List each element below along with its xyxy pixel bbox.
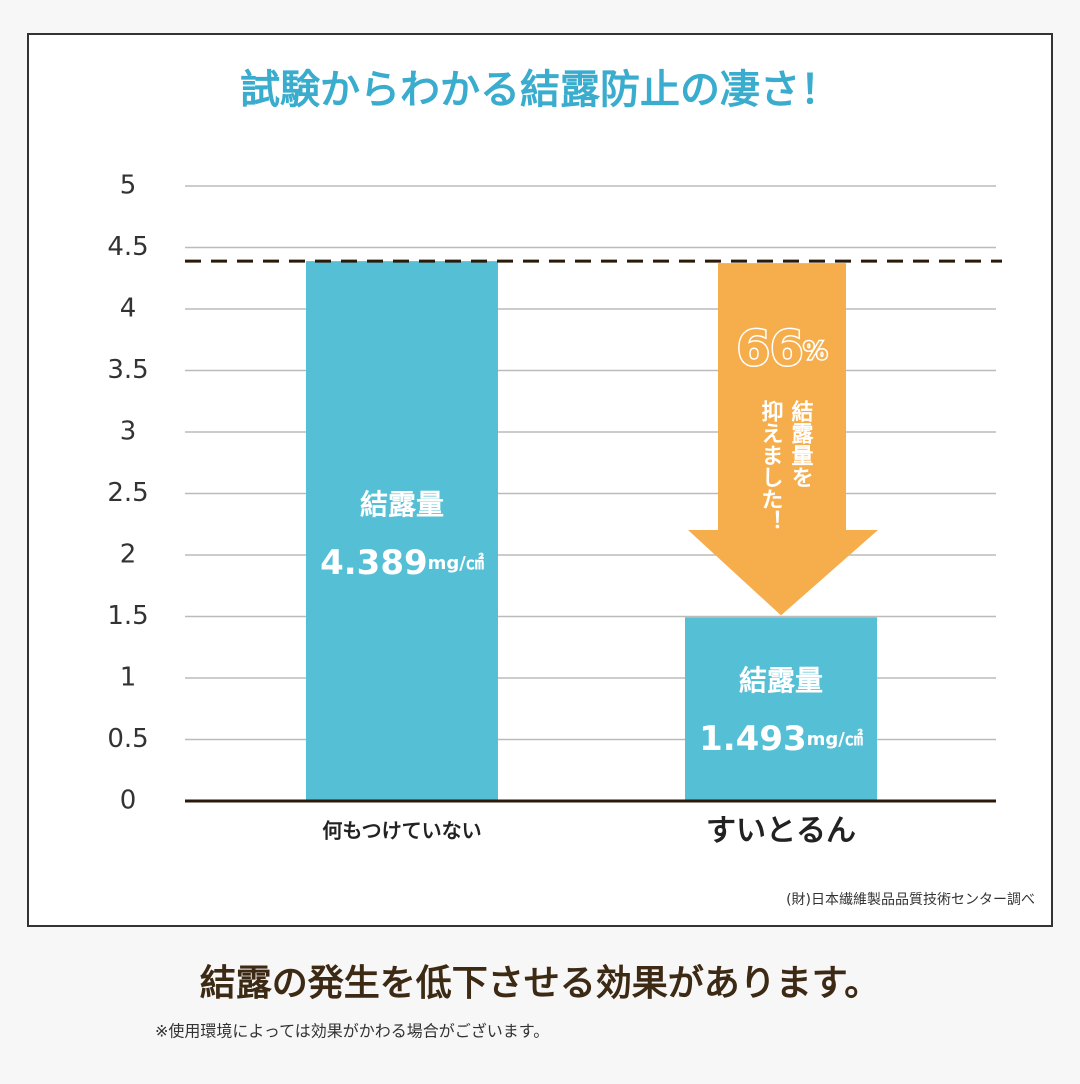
x-tick-label: すいとるん <box>706 814 856 849</box>
y-tick-label: 1.5 <box>107 601 148 631</box>
value-unit: mg/㎠ <box>428 552 484 574</box>
y-tick-label: 0.5 <box>107 724 148 754</box>
reduction-text: 結露量を <box>788 399 814 488</box>
footer-headline: 結露の発生を低下させる効果があります。 <box>200 963 880 1004</box>
y-tick-label: 3.5 <box>107 355 148 385</box>
reduction-unit: % <box>803 337 827 365</box>
value-unit: mg/㎠ <box>807 728 863 750</box>
bar <box>685 617 877 801</box>
footer-note: ※使用環境によっては効果がかわる場合がございます。 <box>155 1022 549 1041</box>
source-note: (財)日本繊維製品品質技術センター調べ <box>786 892 1035 908</box>
y-tick-label: 4 <box>120 294 137 324</box>
y-tick-label: 3 <box>120 417 137 447</box>
x-tick-label: 何もつけていない <box>322 819 481 843</box>
y-tick-label: 0 <box>120 786 137 816</box>
value-label-group: 1.493mg/㎠ <box>699 719 863 759</box>
value-label: 4.389 <box>320 543 428 583</box>
chart-title: 試験からわかる結露防止の凄さ！ <box>240 67 840 113</box>
y-tick-label: 2 <box>120 540 137 570</box>
y-tick-label: 5 <box>120 171 137 201</box>
y-tick-label: 2.5 <box>107 478 148 508</box>
bar-label: 結露量 <box>739 664 823 697</box>
reduction-percent-group: 66% <box>737 321 828 377</box>
y-tick-label: 4.5 <box>107 232 148 262</box>
bar <box>306 261 498 801</box>
value-label-group: 4.389mg/㎠ <box>320 543 484 583</box>
y-tick-label: 1 <box>120 663 137 693</box>
chart-frame <box>27 33 1053 927</box>
bar-label: 結露量 <box>360 488 444 521</box>
value-label: 1.493 <box>699 719 807 759</box>
reduction-percent: 66 <box>737 321 804 377</box>
reduction-arrow <box>688 263 878 616</box>
reduction-text: 抑えました！ <box>758 400 784 532</box>
